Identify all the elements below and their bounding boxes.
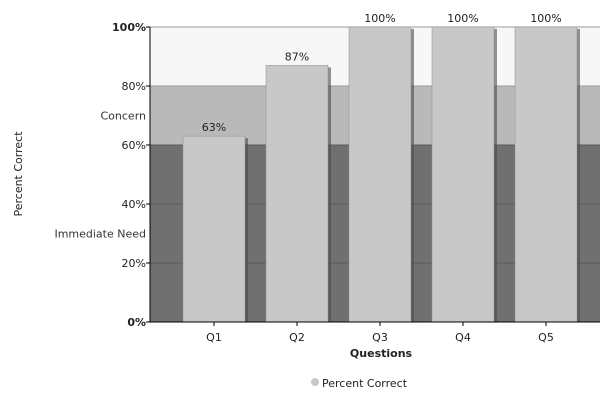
y-tick-label-3: 60% xyxy=(122,139,146,152)
category-label-q3: Q3 xyxy=(372,331,388,344)
data-label-q1: 63% xyxy=(202,121,226,134)
legend-label: Percent Correct xyxy=(322,377,408,390)
data-label-q5: 100% xyxy=(530,12,561,25)
data-labels: 63% 87% 100% 100% 100% xyxy=(202,12,562,134)
y-tick-label-5: 100% xyxy=(112,21,146,34)
x-axis-title: Questions xyxy=(350,347,413,360)
band-label-immediate-need: Immediate Need xyxy=(54,228,146,241)
y-tick-labels: 0% 20% 40% 60% 80% 100% xyxy=(112,21,146,329)
bar-q3 xyxy=(348,26,412,323)
bar-q2 xyxy=(265,65,329,323)
legend-marker xyxy=(311,378,319,386)
y-tick-label-1: 20% xyxy=(122,257,146,270)
category-labels: Q1 Q2 Q3 Q4 Q5 xyxy=(206,331,554,344)
y-tick-label-0: 0% xyxy=(127,316,146,329)
bar-q5 xyxy=(514,26,578,323)
axes xyxy=(146,26,600,326)
y-tick-label-4: 80% xyxy=(122,80,146,93)
category-label-q1: Q1 xyxy=(206,331,222,344)
data-label-q2: 87% xyxy=(285,50,309,63)
band-label-concern: Concern xyxy=(101,110,147,123)
bar-q1 xyxy=(182,135,246,323)
data-label-q4: 100% xyxy=(447,12,478,25)
y-axis-title: Percent Correct xyxy=(12,131,25,217)
bars xyxy=(182,26,580,323)
category-label-q5: Q5 xyxy=(538,331,554,344)
data-label-q3: 100% xyxy=(364,12,395,25)
category-label-q4: Q4 xyxy=(455,331,471,344)
y-tick-label-2: 40% xyxy=(122,198,146,211)
category-label-q2: Q2 xyxy=(289,331,305,344)
band-labels: Concern Immediate Need xyxy=(54,110,146,241)
legend: Percent Correct xyxy=(311,377,408,390)
bar-q4 xyxy=(431,26,495,323)
